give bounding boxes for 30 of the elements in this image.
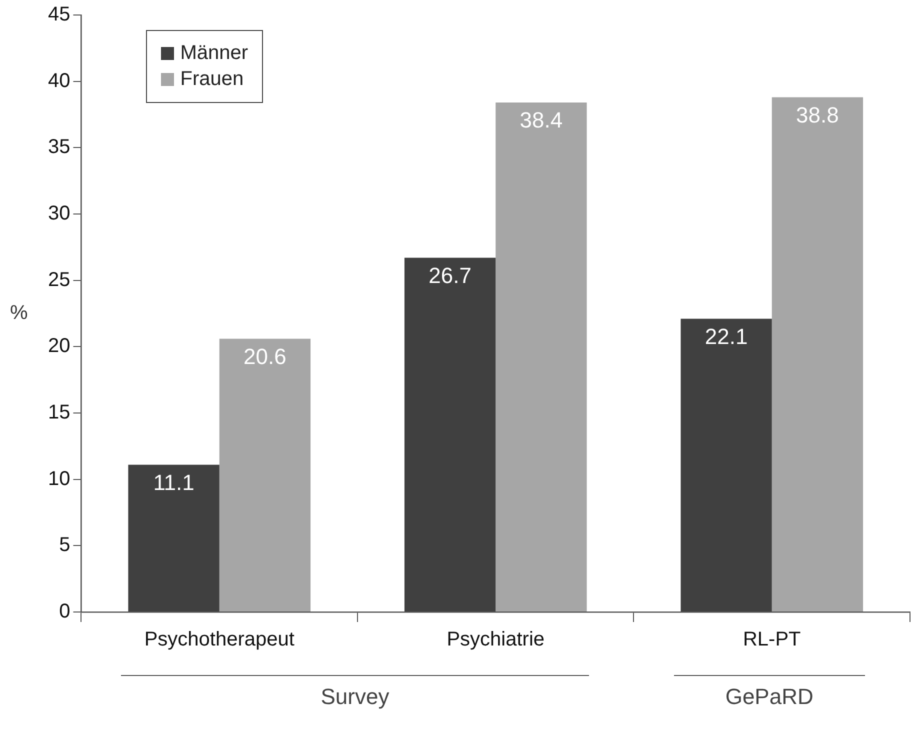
y-tick-label: 20 xyxy=(48,335,70,358)
bar xyxy=(680,318,772,612)
data-label: 22.1 xyxy=(704,324,748,349)
data-label: 38.8 xyxy=(796,102,839,128)
data-label: 11.1 xyxy=(153,470,194,495)
data-label: 26.7 xyxy=(428,262,472,288)
text: GePaRD xyxy=(724,684,814,710)
data-label: 20.6 xyxy=(244,344,286,369)
x-tick-label: Psychiatrie xyxy=(446,628,545,651)
y-tick-label: 5 xyxy=(59,534,70,556)
bar xyxy=(219,338,311,612)
bar xyxy=(128,464,220,612)
y-tick-label: 40 xyxy=(48,70,70,92)
y-axis-title: % xyxy=(10,302,28,324)
bar xyxy=(772,97,864,612)
y-tick-label: 35 xyxy=(48,136,70,158)
y-tick-label: 0 xyxy=(59,600,70,623)
x-tick-label: Psychotherapeut xyxy=(144,628,295,651)
x-tick-label: RL-PT xyxy=(742,628,801,651)
text: Survey xyxy=(320,684,390,710)
y-tick-label: 25 xyxy=(48,268,70,291)
y-tick-label: 30 xyxy=(48,202,70,225)
y-tick-label: 45 xyxy=(48,4,70,26)
legend-label: Männer xyxy=(180,42,248,65)
legend-label: Frauen xyxy=(180,68,244,91)
y-tick-label: 15 xyxy=(48,402,70,424)
bar xyxy=(404,258,496,612)
data-label: 38.4 xyxy=(520,108,563,133)
y-tick-label: 10 xyxy=(48,468,70,490)
bar xyxy=(496,102,587,612)
